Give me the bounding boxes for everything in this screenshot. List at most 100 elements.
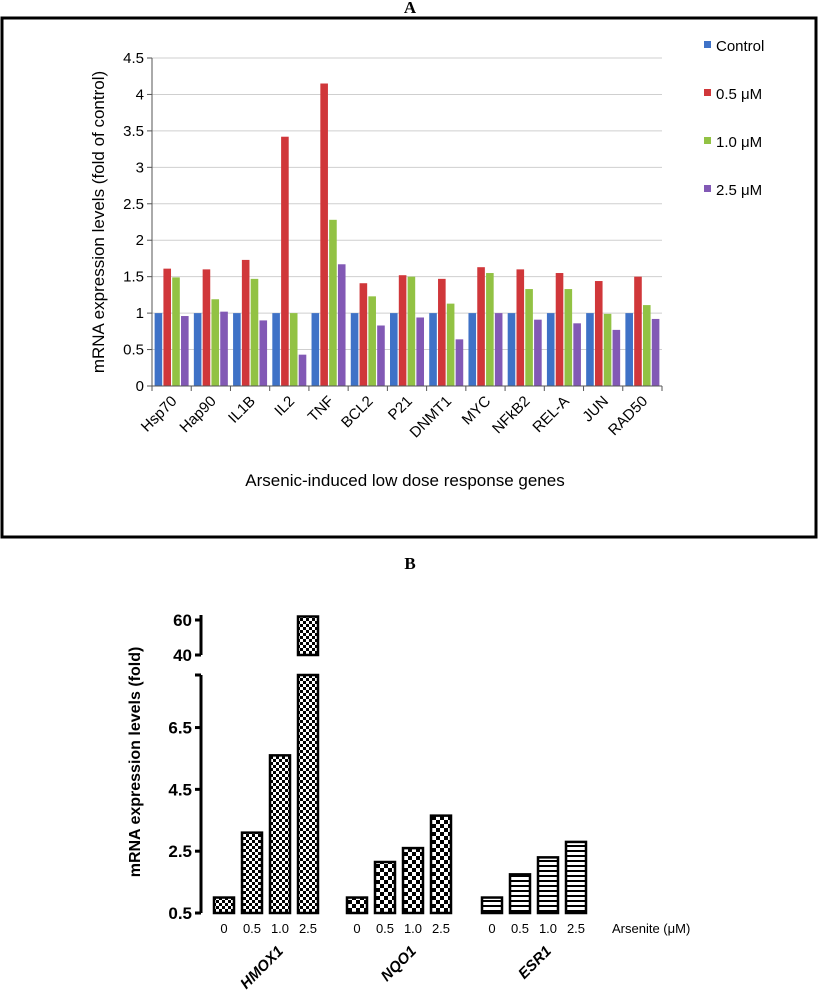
panel-a-x-tick-label: IL1B — [225, 393, 259, 427]
panel-a-legend-label: 1.0 μM — [716, 134, 762, 151]
panel-a-bar — [634, 276, 642, 386]
panel-a-bar — [289, 313, 298, 386]
panel-a-bar — [407, 276, 416, 386]
panel-a-x-tick-label: NFkB2 — [489, 393, 533, 437]
panel-a-bar — [594, 281, 603, 386]
panel-b-bar — [401, 846, 425, 915]
panel-a-bar — [241, 259, 250, 386]
panel-a-bar — [468, 313, 477, 386]
panel-a-bar — [416, 317, 424, 386]
panel-b-y-tick-label: 4.5 — [168, 780, 192, 799]
panel-a-y-tick-label: 1 — [136, 305, 144, 322]
panel-a-bar — [534, 319, 542, 386]
panel-b-gene-label: HMOX1 — [237, 943, 287, 993]
panel-b-bar-lower-segment — [296, 673, 320, 915]
panel-b-x-axis-label: Arsenite (μM) — [612, 921, 690, 936]
panel-a-x-tick-label: JUN — [579, 393, 612, 426]
panel-a-legend: Control 0.5 μM 1.0 μM 2.5 μM — [704, 38, 764, 199]
panel-a-bar — [564, 289, 573, 386]
panel-a-y-tick-label: 1.5 — [123, 269, 144, 286]
panel-b-bar — [212, 896, 236, 915]
panel-a-bar — [651, 318, 660, 386]
panel-a-y-tick-label: 4 — [136, 86, 144, 103]
panel-a-legend-swatch — [704, 41, 711, 48]
panel-b-bar — [429, 814, 453, 915]
panel-b-y-tick-label: 40 — [173, 646, 192, 665]
panel-b-bar — [240, 831, 264, 915]
panel-b-dose-label: 0.5 — [376, 921, 394, 936]
panel-a-bar — [477, 267, 485, 386]
panel-b-dose-label: 1.0 — [539, 921, 557, 936]
panel-a-x-axis-label: Arsenic-induced low dose response genes — [245, 471, 564, 490]
panel-a-bar — [586, 313, 594, 386]
panel-a-bar — [438, 278, 446, 386]
panel-a-bars — [154, 83, 660, 386]
panel-a-gridlines — [152, 57, 662, 351]
panel-b-dose-label: 1.0 — [404, 921, 422, 936]
panel-a-bar — [546, 313, 555, 386]
panel-b-title: B — [404, 554, 415, 573]
panel-b-bar — [268, 754, 292, 915]
panel-b-dose-label: 1.0 — [271, 921, 289, 936]
panel-b-y-tick-label: 6.5 — [168, 719, 192, 738]
panel-b-y-tick-label: 2.5 — [168, 842, 192, 861]
panel-b-dose-labels: 0 0.5 1.0 2.5 0 0.5 1.0 2.5 0 0.5 1.0 2.5 — [220, 921, 585, 936]
panel-a-bar — [507, 313, 516, 386]
panel-a-bar — [573, 323, 581, 386]
panel-a-bar — [259, 320, 268, 386]
panel-a-x-tick-label: Hsp70 — [138, 393, 181, 436]
panel-a-y-tick-label: 0.5 — [123, 342, 144, 359]
panel-a-bar — [494, 313, 503, 386]
panel-a-y-ticks: 0 0.5 1 1.5 2 2.5 3 3.5 4 4.5 — [123, 50, 152, 395]
panel-b-y-axis-label: mRNA expression levels (fold) — [127, 647, 144, 878]
panel-a-bar — [368, 296, 376, 386]
panel-a-bar — [320, 83, 328, 386]
panel-a-bar — [211, 299, 220, 386]
panel-a-legend-swatch — [704, 137, 711, 144]
panel-a-title: A — [404, 0, 417, 17]
panel-b-dose-label: 0.5 — [243, 921, 261, 936]
panel-a-x-tick-label: IL2 — [271, 393, 298, 420]
panel-a-x-tick-label: RAD50 — [605, 393, 651, 439]
panel-b-gene-label: ESR1 — [515, 943, 555, 983]
panel-b-y-ticks: 0.5 2.5 4.5 6.5 40 60 — [168, 611, 201, 923]
panel-b-dose-label: 2.5 — [567, 921, 585, 936]
panel-b-dose-label: 0.5 — [511, 921, 529, 936]
panel-a-legend-label: Control — [716, 38, 764, 55]
panel-b-dose-label: 0 — [353, 921, 360, 936]
panel-a-y-tick-label: 2 — [136, 232, 144, 249]
panel-a-bar — [625, 313, 633, 386]
panel-b-dose-label: 0 — [488, 921, 495, 936]
panel-a-bar — [516, 269, 525, 386]
panel-b-bar-upper-segment — [296, 615, 320, 657]
panel-a-y-tick-label: 3.5 — [123, 123, 144, 140]
panel-a-y-axis-label: mRNA expression levels (fold of control) — [89, 71, 108, 373]
panel-a-bar — [486, 273, 494, 386]
panel-a-bar — [233, 313, 241, 386]
panel-a-bar — [612, 329, 621, 386]
panel-b-y-tick-label: 60 — [173, 611, 192, 630]
panel-a-legend-swatch — [704, 89, 711, 96]
panel-b-bar — [564, 840, 588, 915]
panel-a-bar — [193, 313, 202, 386]
panel-a-bar — [172, 277, 180, 386]
panel-a-bar — [272, 313, 280, 386]
panel-b-bar — [480, 896, 504, 915]
panel-b-dose-label: 2.5 — [432, 921, 450, 936]
panel-a-x-tick-label: REL-A — [529, 393, 572, 436]
panel-b-gene-labels: HMOX1 NQO1 ESR1 — [237, 943, 555, 993]
panel-a-bar — [202, 269, 211, 386]
panel-a-bar — [390, 313, 398, 386]
panel-a-bar — [311, 313, 320, 386]
panel-a-y-tick-label: 2.5 — [123, 196, 144, 213]
panel-a-bar — [446, 303, 455, 386]
panel-a-bar — [642, 305, 651, 386]
panel-a-x-tick-label: BCL2 — [338, 393, 377, 432]
panel-a-bar — [163, 268, 172, 386]
panel-a-bar — [337, 264, 346, 386]
panel-b-axes — [195, 615, 203, 913]
panel-a-bar — [329, 219, 337, 386]
panel-b-y-tick-label: 0.5 — [168, 904, 192, 923]
panel-a-bar — [281, 136, 289, 386]
